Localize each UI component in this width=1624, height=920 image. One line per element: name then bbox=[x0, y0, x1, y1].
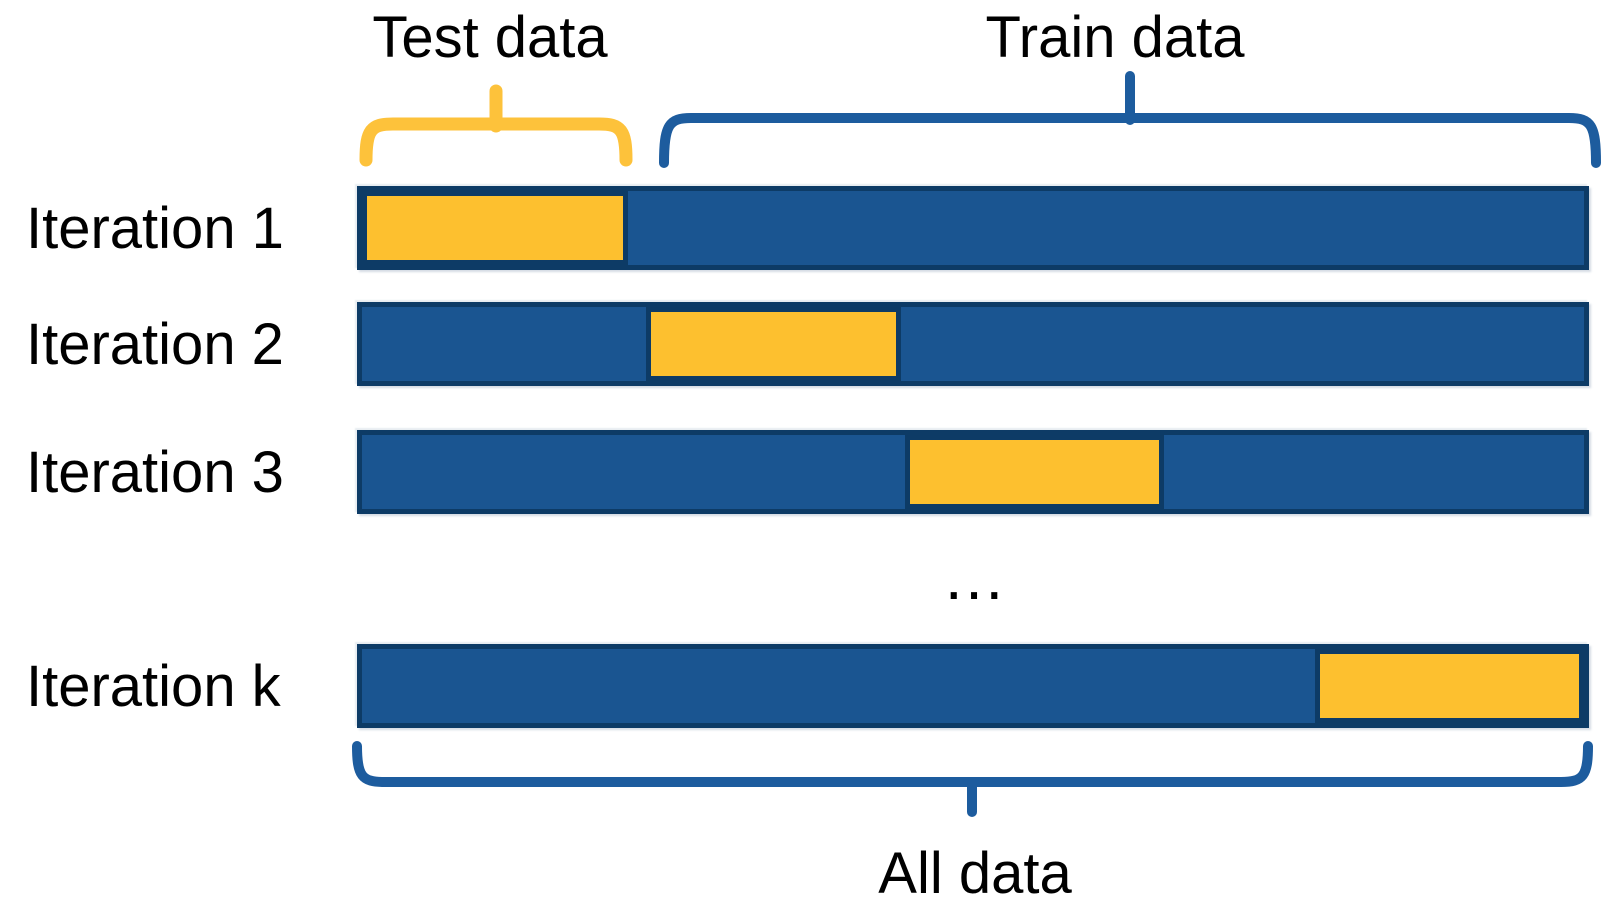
ellipsis: … bbox=[942, 541, 1012, 613]
all-data-brace bbox=[352, 741, 1593, 787]
test-data-label: Test data bbox=[372, 5, 608, 70]
iteration-2-bar bbox=[357, 302, 1589, 386]
iteration-2-label: Iteration 2 bbox=[26, 311, 284, 377]
iteration-1-label: Iteration 1 bbox=[26, 195, 284, 261]
iteration-1-bar bbox=[357, 186, 1589, 270]
all-data-label: All data bbox=[878, 841, 1072, 906]
iteration-1-test-segment bbox=[362, 191, 629, 265]
iteration-k-bar bbox=[357, 644, 1589, 728]
iteration-3-test-segment bbox=[904, 435, 1164, 509]
iteration-3-bar bbox=[357, 430, 1589, 514]
iteration-3-label: Iteration 3 bbox=[26, 439, 284, 505]
train-data-label: Train data bbox=[985, 5, 1245, 70]
iteration-k-label: Iteration k bbox=[26, 653, 281, 719]
iteration-2-test-segment bbox=[645, 307, 901, 381]
iteration-k-test-segment bbox=[1315, 649, 1584, 723]
